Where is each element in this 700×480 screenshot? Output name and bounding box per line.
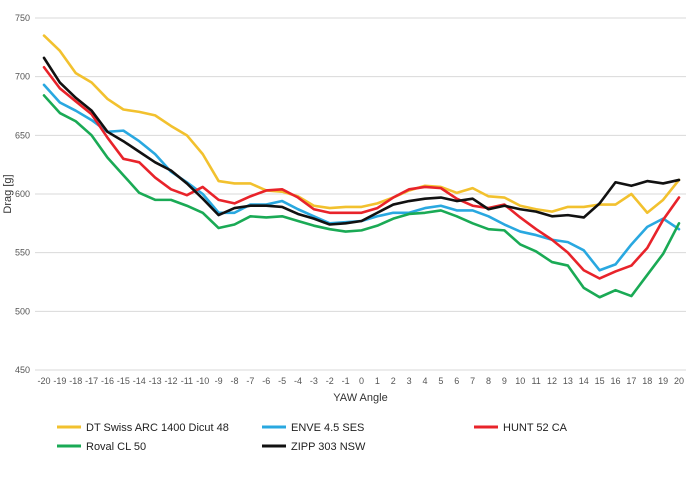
x-tick-label: 6 bbox=[454, 376, 459, 386]
legend-label: ZIPP 303 NSW bbox=[291, 441, 366, 453]
series-line-3 bbox=[42, 94, 681, 299]
x-tick-label: 5 bbox=[438, 376, 443, 386]
x-tick-label: -4 bbox=[294, 376, 302, 386]
x-tick-label: 2 bbox=[391, 376, 396, 386]
x-tick-label: 9 bbox=[502, 376, 507, 386]
x-tick-label: 19 bbox=[658, 376, 668, 386]
x-tick-label: 15 bbox=[595, 376, 605, 386]
y-tick-label: 450 bbox=[15, 365, 30, 375]
x-tick-label: -5 bbox=[278, 376, 286, 386]
y-tick-label: 500 bbox=[15, 306, 30, 316]
x-tick-label: -8 bbox=[230, 376, 238, 386]
legend: DT Swiss ARC 1400 Dicut 48 ENVE 4.5 SES HU… bbox=[57, 422, 568, 453]
legend-item: Roval CL 50 bbox=[57, 441, 146, 453]
x-tick-label: 0 bbox=[359, 376, 364, 386]
legend-item: ENVE 4.5 SES bbox=[262, 422, 364, 434]
y-tick-label: 600 bbox=[15, 189, 30, 199]
x-tick-label: 1 bbox=[375, 376, 380, 386]
x-tick-label: -20 bbox=[37, 376, 50, 386]
x-tick-label: -10 bbox=[196, 376, 209, 386]
x-tick-label: -13 bbox=[149, 376, 162, 386]
x-tick-label: 11 bbox=[531, 376, 540, 386]
legend-item: HUNT 52 CA bbox=[474, 422, 568, 434]
x-tick-label: -19 bbox=[53, 376, 66, 386]
x-tick-label: 17 bbox=[626, 376, 636, 386]
legend-label: HUNT 52 CA bbox=[503, 422, 568, 434]
legend-label: ENVE 4.5 SES bbox=[291, 422, 364, 434]
x-tick-label: -14 bbox=[133, 376, 146, 386]
x-tick-label: -9 bbox=[215, 376, 223, 386]
x-tick-label: 3 bbox=[407, 376, 412, 386]
x-tick-label: -18 bbox=[69, 376, 82, 386]
y-tick-label: 650 bbox=[15, 130, 30, 140]
y-axis-title: Drag [g] bbox=[2, 174, 14, 213]
legend-label: DT Swiss ARC 1400 Dicut 48 bbox=[86, 422, 229, 434]
y-tick-label: 700 bbox=[15, 72, 30, 82]
x-tick-label: 16 bbox=[610, 376, 620, 386]
y-tick-label: 550 bbox=[15, 248, 30, 258]
x-tick-label: 13 bbox=[563, 376, 573, 386]
x-tick-label: 8 bbox=[486, 376, 491, 386]
x-tick-label: -2 bbox=[326, 376, 334, 386]
series-line-2 bbox=[42, 65, 681, 280]
x-tick-label: -6 bbox=[262, 376, 270, 386]
x-tick-label: 4 bbox=[422, 376, 427, 386]
x-tick-label: -17 bbox=[85, 376, 98, 386]
y-tick-label: 750 bbox=[15, 13, 30, 23]
series-line-0 bbox=[42, 34, 681, 215]
x-tick-label: 20 bbox=[674, 376, 684, 386]
x-axis-title: YAW Angle bbox=[333, 392, 387, 404]
x-tick-label: -12 bbox=[164, 376, 177, 386]
series-line-4 bbox=[42, 56, 681, 226]
x-tick-label: 12 bbox=[547, 376, 557, 386]
x-tick-label: 7 bbox=[470, 376, 475, 386]
legend-item: DT Swiss ARC 1400 Dicut 48 bbox=[57, 422, 229, 434]
x-tick-label: -15 bbox=[117, 376, 130, 386]
x-tick-label: -3 bbox=[310, 376, 318, 386]
x-tick-label: -7 bbox=[246, 376, 254, 386]
x-tick-labels: -20 -19 -18 -17 -16 -15 -14 -13 -12 -11 -10 -9 -8 -7-… bbox=[37, 376, 684, 386]
x-tick-label: 18 bbox=[642, 376, 652, 386]
x-tick-label: -11 bbox=[181, 376, 193, 386]
x-tick-label: -1 bbox=[342, 376, 350, 386]
x-tick-label: 10 bbox=[515, 376, 525, 386]
gridlines bbox=[35, 17, 686, 371]
legend-label: Roval CL 50 bbox=[86, 441, 146, 453]
y-tick-labels: 450 500 550 600 650 700 750 bbox=[15, 13, 30, 375]
legend-item: ZIPP 303 NSW bbox=[262, 441, 366, 453]
x-tick-label: 14 bbox=[579, 376, 589, 386]
x-tick-label: -16 bbox=[101, 376, 114, 386]
series-lines bbox=[42, 34, 681, 299]
